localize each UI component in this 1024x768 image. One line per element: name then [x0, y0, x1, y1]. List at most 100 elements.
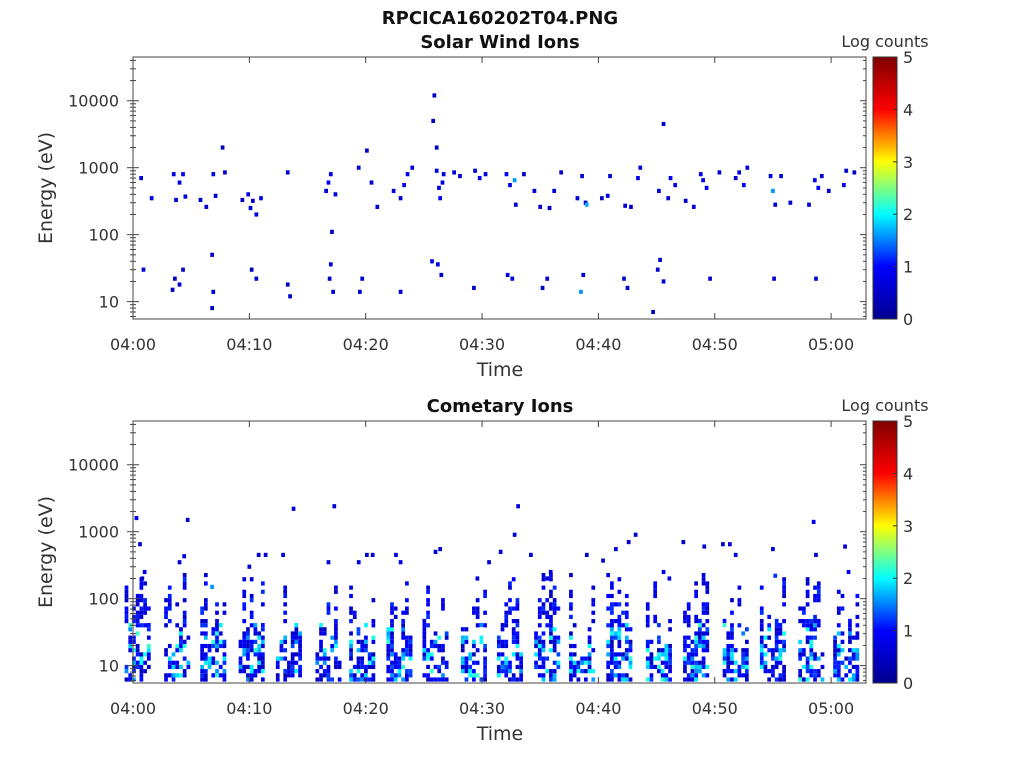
- heatmap-cell: [426, 648, 430, 653]
- heatmap-cell: [759, 610, 764, 615]
- heatmap-cell: [472, 652, 476, 657]
- heatmap-cell: [124, 606, 129, 611]
- heatmap-cell: [200, 619, 204, 624]
- heatmap-cell: [275, 677, 280, 682]
- heatmap-cell: [475, 673, 480, 678]
- heatmap-cell: [182, 623, 187, 628]
- heatmap-cell: [683, 664, 687, 670]
- figure-title: RPCICA160202T04.PNG: [382, 8, 618, 29]
- heatmap-cell: [690, 664, 695, 670]
- heatmap-cell: [625, 285, 630, 291]
- heatmap-cell: [401, 610, 406, 615]
- heatmap-cell: [504, 610, 509, 615]
- heatmap-cell: [759, 648, 764, 653]
- heatmap-cell: [330, 648, 335, 653]
- heatmap-cell: [771, 648, 775, 653]
- heatmap-cell: [171, 172, 176, 177]
- heatmap-cell: [143, 652, 147, 657]
- heatmap-cell: [390, 660, 394, 665]
- heatmap-cell: [215, 627, 219, 632]
- heatmap-cell: [686, 623, 691, 628]
- heatmap-cell: [813, 593, 817, 599]
- heatmap-cell: [664, 652, 669, 657]
- heatmap-cell: [613, 656, 618, 661]
- heatmap-cell: [408, 648, 413, 653]
- heatmap-cell: [587, 639, 592, 644]
- heatmap-cell: [149, 196, 154, 201]
- heatmap-cell: [182, 585, 187, 590]
- heatmap-cell: [814, 552, 818, 558]
- heatmap-cell: [408, 673, 413, 678]
- heatmap-cell: [836, 589, 841, 594]
- heatmap-cell: [253, 669, 258, 674]
- heatmap-cell: [701, 577, 706, 582]
- heatmap-cell: [705, 639, 710, 644]
- colorbar-tick-label: 1: [903, 622, 913, 641]
- heatmap-cell: [173, 276, 177, 281]
- heatmap-cell: [767, 677, 772, 682]
- heatmap-cell: [124, 589, 129, 594]
- heatmap-cell: [242, 577, 247, 582]
- heatmap-cell: [135, 652, 140, 657]
- heatmap-cell: [805, 656, 810, 661]
- heatmap-cell: [139, 598, 144, 603]
- heatmap-cell: [460, 669, 465, 674]
- heatmap-cell: [260, 677, 265, 682]
- heatmap-cell: [242, 639, 247, 644]
- heatmap-cell: [334, 585, 338, 590]
- heatmap-cell: [705, 643, 710, 649]
- heatmap-cell: [848, 660, 852, 665]
- heatmap-cell: [249, 623, 254, 628]
- heatmap-cell: [534, 652, 538, 657]
- heatmap-cell: [426, 677, 430, 682]
- heatmap-cell: [653, 656, 658, 661]
- x-tick-label: 04:50: [692, 699, 738, 718]
- heatmap-cell: [444, 631, 449, 636]
- heatmap-cell: [843, 544, 847, 549]
- heatmap-cell: [730, 652, 734, 657]
- heatmap-cell: [135, 610, 140, 615]
- heatmap-cell: [744, 677, 749, 682]
- heatmap-cell: [315, 652, 320, 657]
- heatmap-cell: [621, 652, 625, 657]
- heatmap-cell: [279, 656, 284, 661]
- heatmap-cell: [549, 635, 553, 640]
- heatmap-cell: [242, 635, 247, 640]
- heatmap-cell: [771, 656, 775, 661]
- heatmap-cell: [203, 572, 208, 578]
- heatmap-cell: [855, 673, 860, 678]
- heatmap-cell: [511, 635, 516, 640]
- heatmap-cell: [813, 669, 817, 674]
- heatmap-cell: [782, 643, 786, 649]
- heatmap-cell: [717, 170, 722, 175]
- heatmap-cell: [645, 639, 650, 644]
- heatmap-cell: [181, 267, 185, 272]
- heatmap-cell: [549, 627, 553, 632]
- heatmap-cell: [429, 643, 434, 649]
- heatmap-cell: [253, 639, 258, 644]
- heatmap-cell: [279, 643, 284, 649]
- heatmap-cell: [767, 627, 772, 632]
- heatmap-cell: [545, 669, 550, 674]
- heatmap-cell: [855, 664, 860, 670]
- heatmap-cell: [610, 669, 614, 674]
- heatmap-cell: [617, 619, 622, 624]
- heatmap-cell: [701, 606, 706, 611]
- heatmap-cell: [483, 660, 487, 665]
- heatmap-cell: [438, 546, 443, 552]
- heatmap-cell: [390, 627, 394, 632]
- panel-solar-wind-ions: Solar Wind Ions 04:00 04:10 04:20 04:30 04:4…: [35, 32, 929, 381]
- heatmap-cell: [704, 185, 709, 190]
- heatmap-cell: [352, 614, 357, 620]
- heatmap-cell: [579, 289, 583, 294]
- panel-2-x-ticks: 04:00 04:10 04:20 04:30 04:40 04:50 05:00: [110, 421, 854, 718]
- heatmap-cell: [840, 660, 845, 665]
- heatmap-cell: [435, 262, 440, 267]
- heatmap-cell: [460, 648, 465, 653]
- heatmap-cell: [628, 664, 633, 670]
- heatmap-cell: [694, 614, 698, 620]
- heatmap-cell: [444, 635, 449, 640]
- heatmap-cell: [610, 619, 614, 624]
- colorbar-tick-label: 2: [903, 205, 913, 224]
- heatmap-cell: [132, 648, 136, 653]
